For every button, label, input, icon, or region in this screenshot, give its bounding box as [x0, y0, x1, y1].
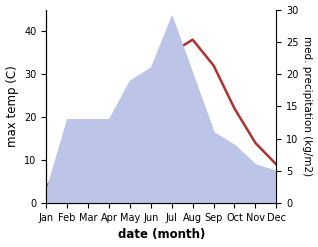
- X-axis label: date (month): date (month): [118, 228, 205, 242]
- Y-axis label: max temp (C): max temp (C): [5, 65, 18, 147]
- Y-axis label: med. precipitation (kg/m2): med. precipitation (kg/m2): [302, 36, 313, 176]
